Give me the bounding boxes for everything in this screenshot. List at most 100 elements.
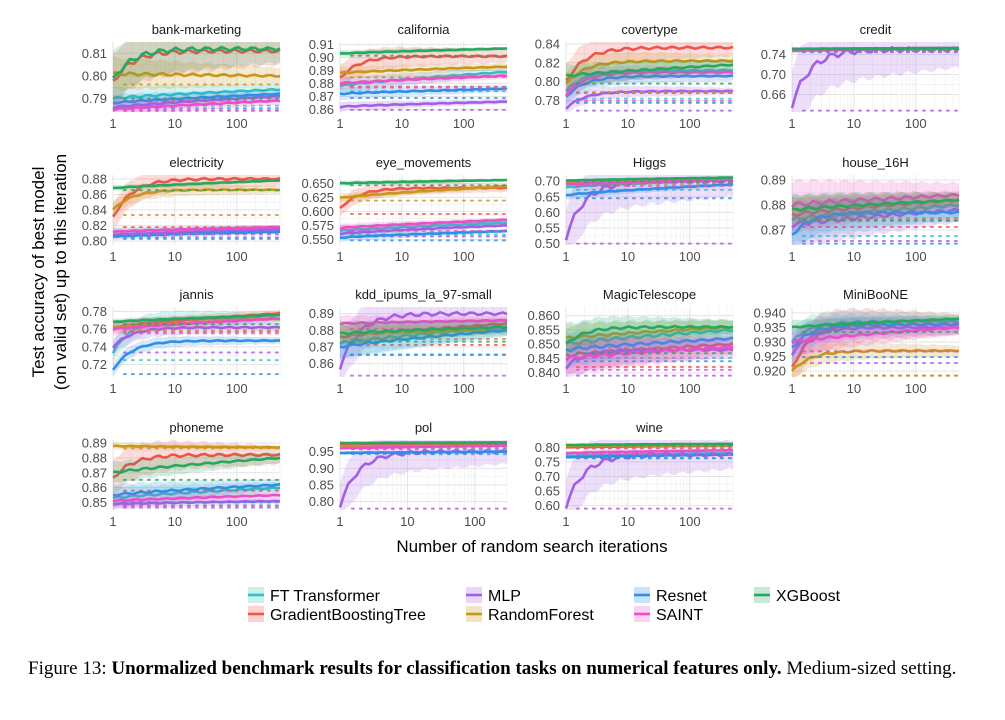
x-tick-label: 10	[395, 381, 409, 396]
x-tick-label: 100	[679, 249, 701, 264]
legend-item-MLP: MLP	[466, 587, 521, 605]
band-SAINT	[566, 337, 733, 377]
panel-covertype: covertype 0.78 0.80 0.82 0.84 1 10 100	[535, 22, 734, 131]
y-tick-label: 0.90	[309, 461, 334, 476]
y-tick-label: 0.80	[82, 68, 107, 83]
line-FT Transformer	[112, 87, 281, 100]
line-FT Transformer	[112, 486, 281, 500]
band-XGBoost	[340, 319, 507, 346]
panel-title: MagicTelescope	[603, 287, 696, 302]
x-tick-label: 1	[336, 249, 343, 264]
y-tick-label: 0.85	[309, 478, 334, 493]
y-tick-label: 0.89	[309, 63, 334, 78]
line-MLP	[112, 325, 281, 349]
panel-california: california 0.860.870.880.890.900.91 1 10 100	[309, 22, 508, 131]
line-RandomForest	[113, 444, 281, 449]
y-tick-label: 0.87	[761, 223, 786, 238]
band-XGBoost	[113, 42, 280, 105]
y-tick-label: 0.80	[535, 440, 560, 455]
panel-title: bank-marketing	[152, 22, 242, 37]
y-tick-label: 0.855	[527, 322, 560, 337]
panel-bank-marketing: bank-marketing 0.79 0.80 0.81 1 10 100	[82, 22, 281, 131]
y-tick-label: 0.76	[82, 322, 107, 337]
line-SAINT	[339, 74, 508, 86]
x-tick-label: 10	[847, 116, 861, 131]
legend-label: XGBoost	[776, 588, 841, 605]
band-SAINT	[340, 314, 507, 333]
line-Resnet	[791, 210, 960, 236]
legend: FT Transformer GradientBoostingTree MLP Ran…	[248, 587, 841, 624]
line-XGBoost	[566, 442, 734, 447]
x-tick-label: 10	[168, 116, 182, 131]
line-Resnet	[565, 336, 734, 353]
legend-label: FT Transformer	[270, 588, 381, 605]
y-tick-label: 0.935	[753, 320, 786, 335]
x-tick-label: 1	[109, 249, 116, 264]
line-Resnet	[565, 74, 734, 98]
x-tick-label: 10	[168, 381, 182, 396]
line-XGBoost	[792, 46, 960, 51]
y-tick-label: 0.845	[527, 351, 560, 366]
x-tick-label: 10	[621, 381, 635, 396]
line-XGBoost	[565, 176, 734, 182]
band-GradientBoostingTree	[566, 42, 733, 98]
y-tick-label: 0.72	[82, 357, 107, 372]
x-tick-label: 10	[847, 249, 861, 264]
line-MLP	[339, 100, 508, 109]
y-tick-label: 0.78	[535, 93, 560, 108]
line-SAINT	[565, 448, 734, 455]
x-tick-label: 100	[226, 381, 248, 396]
y-tick-label: 0.74	[82, 339, 107, 354]
panel-wine: wine 0.600.650.700.750.80 1 10 100	[535, 420, 734, 529]
x-tick-label: 1	[562, 514, 569, 529]
line-SAINT	[339, 444, 507, 450]
line-SAINT	[112, 317, 281, 331]
panel-title: california	[397, 22, 450, 37]
line-MLP	[790, 325, 960, 356]
x-tick-label: 100	[905, 249, 927, 264]
panel-electricity: electricity 0.800.820.840.860.88 1 10 100	[82, 155, 281, 264]
band-MLP	[340, 307, 507, 377]
line-XGBoost	[565, 63, 734, 78]
line-XGBoost	[112, 313, 281, 324]
y-tick-label: 0.88	[82, 171, 107, 186]
y-tick-label: 0.625	[301, 190, 334, 205]
y-tick-label: 0.86	[309, 356, 334, 371]
x-tick-label: 10	[621, 116, 635, 131]
x-tick-label: 100	[464, 514, 486, 529]
y-tick-label: 0.88	[761, 198, 786, 213]
panel-pol: pol 0.800.85 0.90 0.95 1 10 100	[309, 420, 508, 529]
line-RandomForest	[339, 65, 508, 75]
line-XGBoost	[112, 179, 281, 190]
x-tick-label: 1	[788, 249, 795, 264]
line-GradientBoostingTree	[112, 452, 281, 479]
legend-item-GradientBoostingTree: GradientBoostingTree	[248, 606, 426, 624]
y-tick-label: 0.550	[301, 232, 334, 247]
x-tick-label: 100	[453, 381, 475, 396]
line-FT Transformer	[565, 328, 734, 346]
x-tick-label: 1	[109, 116, 116, 131]
band-Resnet	[566, 329, 733, 368]
line-XGBoost	[565, 324, 734, 344]
y-tick-label: 0.74	[761, 47, 786, 62]
line-RandomForest	[565, 59, 734, 85]
line-SAINT	[565, 345, 734, 361]
line-FT Transformer	[339, 221, 508, 233]
panel-Higgs: Higgs 0.500.550.600.650.70 1 10 100	[535, 155, 734, 264]
x-tick-label: 1	[336, 381, 343, 396]
y-tick-label: 0.87	[309, 89, 334, 104]
y-tick-label: 0.70	[535, 174, 560, 189]
line-SAINT	[112, 493, 281, 503]
line-SAINT	[791, 193, 960, 209]
line-RandomForest	[565, 325, 734, 340]
line-SAINT	[112, 225, 281, 234]
y-tick-label: 0.575	[301, 218, 334, 233]
x-tick-label: 100	[453, 116, 475, 131]
legend-item-SAINT: SAINT	[634, 606, 703, 624]
legend-item-Resnet: Resnet	[634, 587, 707, 605]
line-Resnet	[111, 339, 281, 371]
line-Resnet	[339, 450, 508, 455]
